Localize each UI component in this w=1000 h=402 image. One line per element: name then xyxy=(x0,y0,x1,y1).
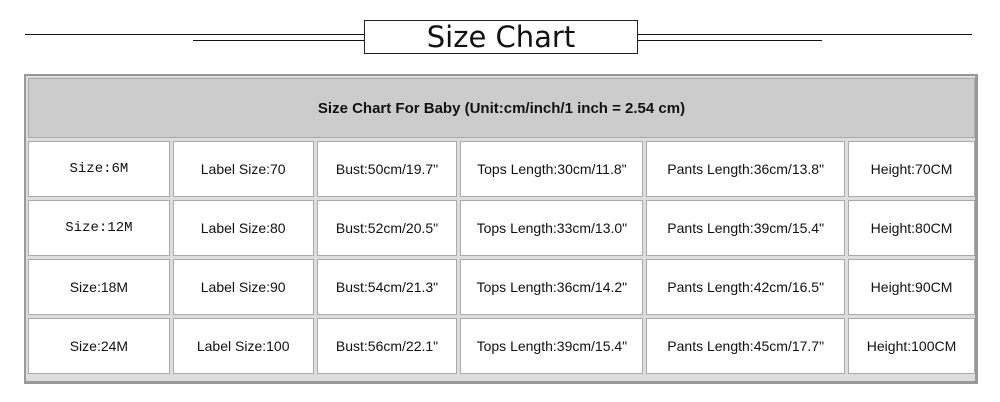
divider-line-short-right xyxy=(638,40,822,41)
height-cell: Height:90CM xyxy=(848,259,975,315)
label-size-cell: Label Size:90 xyxy=(172,259,314,315)
bust-cell: Bust:54cm/21.3" xyxy=(316,259,458,315)
height-cell: Height:70CM xyxy=(848,141,975,197)
size-cell: Size:18M xyxy=(28,259,170,315)
bust-cell: Bust:50cm/19.7" xyxy=(316,141,458,197)
tops-length-cell: Tops Length:30cm/11.8" xyxy=(460,141,644,197)
bust-cell: Bust:52cm/20.5" xyxy=(316,200,458,256)
tops-length-cell: Tops Length:39cm/15.4" xyxy=(460,318,644,374)
table-row: Size:24M Label Size:100 Bust:56cm/22.1" … xyxy=(28,318,975,374)
height-cell: Height:80CM xyxy=(848,200,975,256)
pants-length-cell: Pants Length:39cm/15.4" xyxy=(646,200,846,256)
label-size-cell: Label Size:70 xyxy=(172,141,314,197)
table-row: Size:12M Label Size:80 Bust:52cm/20.5" T… xyxy=(28,200,975,256)
tops-length-cell: Tops Length:36cm/14.2" xyxy=(460,259,644,315)
pants-length-cell: Pants Length:36cm/13.8" xyxy=(646,141,846,197)
label-size-cell: Label Size:80 xyxy=(172,200,314,256)
table-heading: Size Chart For Baby (Unit:cm/inch/1 inch… xyxy=(28,78,975,138)
divider-line-short-left xyxy=(193,40,364,41)
label-size-cell: Label Size:100 xyxy=(172,318,314,374)
size-cell: Size:6M xyxy=(28,141,170,197)
size-chart-table: Size Chart For Baby (Unit:cm/inch/1 inch… xyxy=(25,75,978,377)
tops-length-cell: Tops Length:33cm/13.0" xyxy=(460,200,644,256)
table-row: Size:18M Label Size:90 Bust:54cm/21.3" T… xyxy=(28,259,975,315)
pants-length-cell: Pants Length:45cm/17.7" xyxy=(646,318,846,374)
bust-cell: Bust:56cm/22.1" xyxy=(316,318,458,374)
size-cell: Size:24M xyxy=(28,318,170,374)
size-cell: Size:12M xyxy=(28,200,170,256)
size-chart-table-frame: Size Chart For Baby (Unit:cm/inch/1 inch… xyxy=(24,74,978,384)
height-cell: Height:100CM xyxy=(848,318,975,374)
page-title: Size Chart xyxy=(364,20,638,54)
table-row: Size:6M Label Size:70 Bust:50cm/19.7" To… xyxy=(28,141,975,197)
pants-length-cell: Pants Length:42cm/16.5" xyxy=(646,259,846,315)
